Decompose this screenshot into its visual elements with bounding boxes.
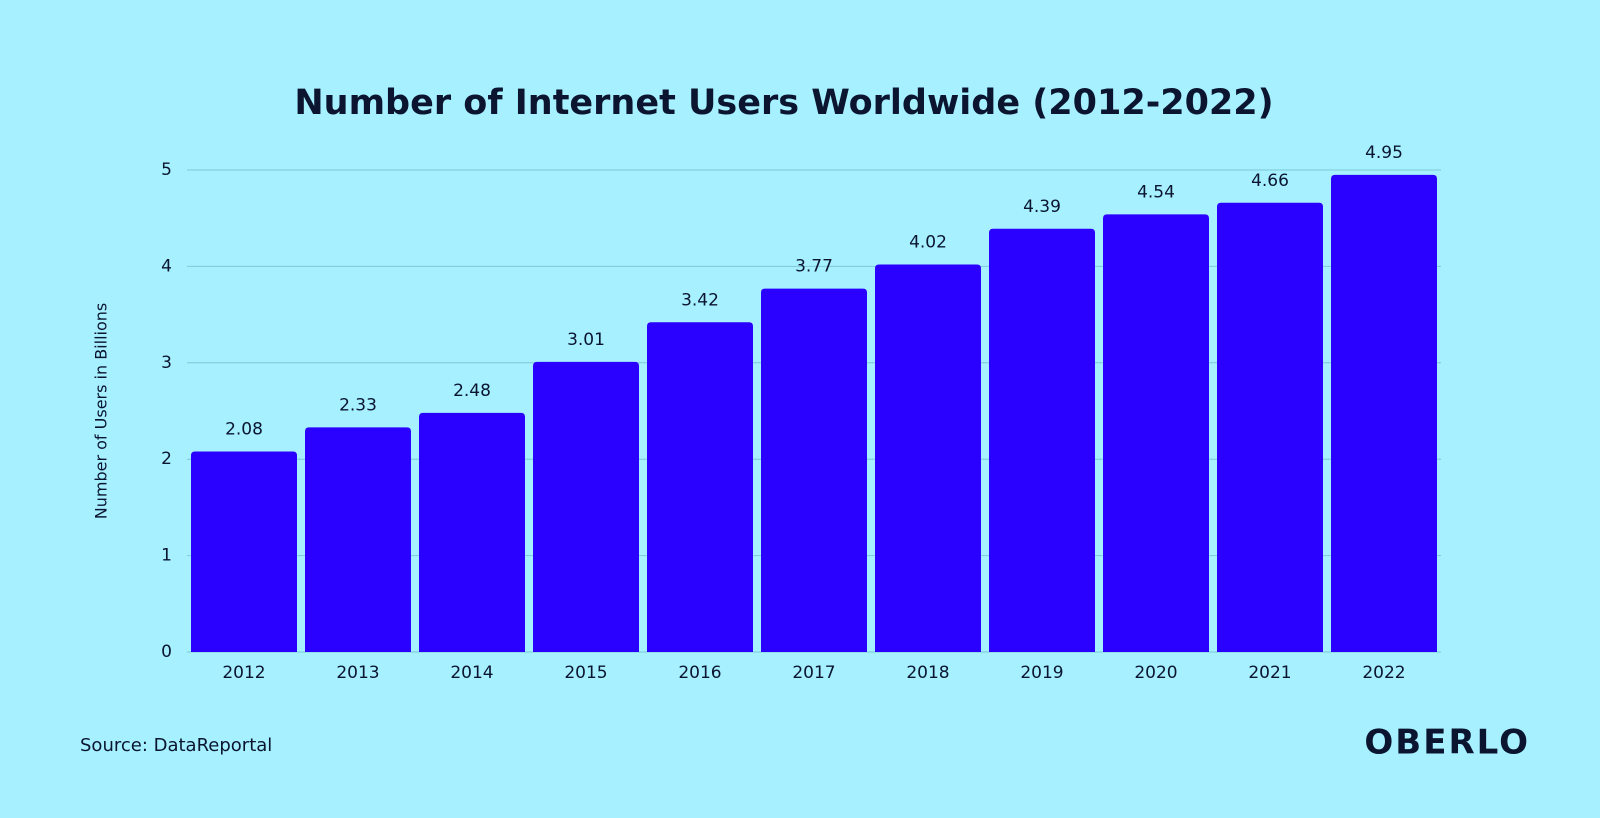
bar — [875, 264, 981, 652]
bar — [1217, 202, 1323, 652]
x-tick-label: 2014 — [450, 663, 493, 683]
data-label: 4.39 — [1023, 197, 1061, 217]
y-tick-label: 4 — [161, 256, 172, 276]
x-tick-label: 2018 — [906, 663, 949, 683]
bar — [1103, 214, 1209, 652]
x-tick-label: 2016 — [678, 663, 721, 683]
data-label: 3.77 — [795, 257, 833, 277]
data-label: 4.54 — [1137, 182, 1175, 202]
x-tick-label: 2022 — [1362, 663, 1405, 683]
x-tick-label: 2019 — [1020, 663, 1063, 683]
x-tick-label: 2012 — [222, 663, 265, 683]
y-tick-label: 3 — [161, 353, 172, 373]
y-tick-label: 2 — [161, 449, 172, 469]
chart-title: Number of Internet Users Worldwide (2012… — [294, 83, 1273, 123]
data-label: 2.33 — [339, 395, 377, 415]
data-label: 3.42 — [681, 290, 719, 310]
data-label: 4.95 — [1365, 143, 1403, 163]
x-tick-label: 2013 — [336, 663, 379, 683]
bar — [191, 451, 297, 652]
data-label: 2.08 — [225, 419, 263, 439]
bar — [989, 228, 1095, 652]
y-tick-label: 0 — [161, 642, 172, 662]
data-label: 2.48 — [453, 381, 491, 401]
data-label: 3.01 — [567, 330, 605, 350]
y-axis-label: Number of Users in Billions — [92, 303, 111, 519]
y-tick-label: 1 — [161, 546, 172, 566]
y-tick-label: 5 — [161, 160, 172, 180]
x-tick-label: 2021 — [1248, 663, 1291, 683]
x-tick-label: 2020 — [1134, 663, 1177, 683]
x-tick-label: 2017 — [792, 663, 835, 683]
x-tick-label: 2015 — [564, 663, 607, 683]
bar — [305, 427, 411, 652]
bar — [419, 412, 525, 652]
bar — [533, 361, 639, 652]
bar — [761, 288, 867, 652]
bar — [1331, 174, 1437, 652]
source: Source: DataReportal — [80, 735, 272, 756]
data-label: 4.66 — [1251, 171, 1289, 191]
bar — [647, 322, 753, 652]
brand-logo: OBERLO — [1364, 723, 1530, 763]
data-label: 4.02 — [909, 232, 947, 252]
